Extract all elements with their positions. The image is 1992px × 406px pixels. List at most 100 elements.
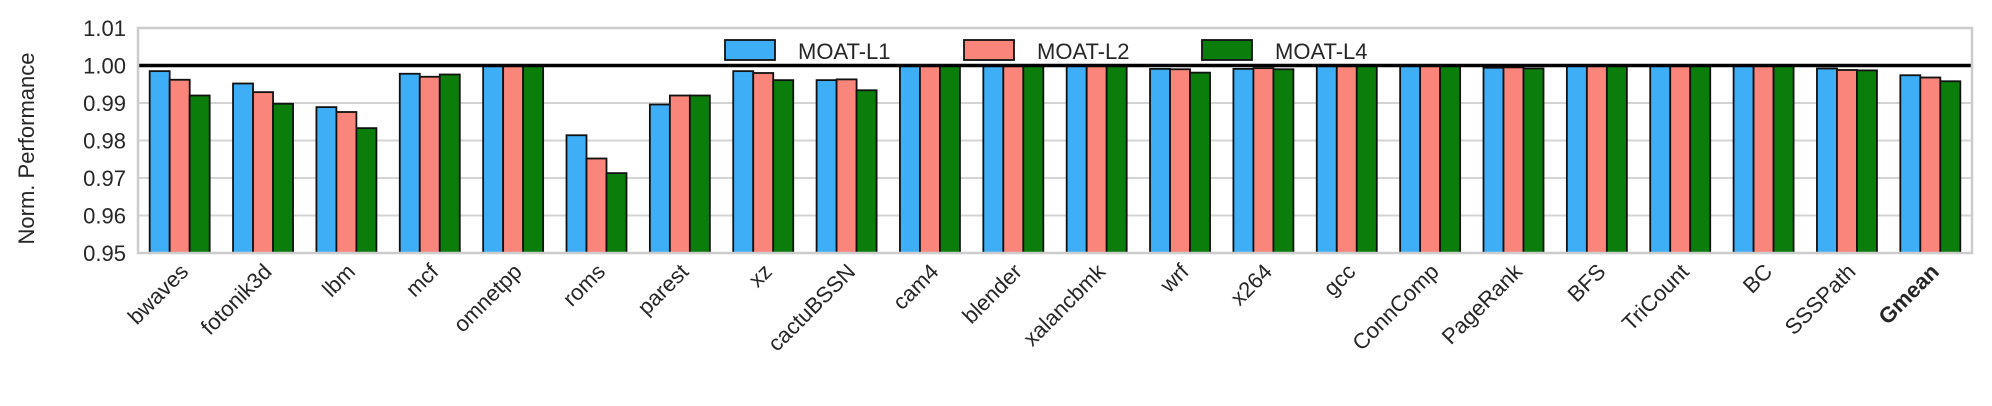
bar-moat-l1-bfs (1565, 64, 1588, 254)
plot-frame (136, 26, 1974, 255)
legend-swatch (1201, 39, 1253, 61)
bar-moat-l1-blender (982, 64, 1005, 254)
y-tick-label: 0.96 (83, 204, 126, 229)
bar-moat-l4-wrf (1189, 71, 1211, 254)
legend-swatch (963, 39, 1015, 61)
bar-moat-l1-ssspath (1816, 67, 1838, 254)
bar-moat-l1-omnetpp (482, 64, 505, 254)
y-tick-labels: 0.95 0.96 0.97 0.98 0.99 1.00 1.01 (83, 16, 126, 266)
x-tick-label: bwaves (123, 259, 193, 329)
y-tick-label: 0.95 (83, 241, 126, 266)
bar-moat-l2-bc (1752, 64, 1775, 254)
bar-moat-l2-xz (752, 72, 775, 254)
bar-moat-l2-parest (668, 94, 691, 254)
x-tick-label: cactuBSSN (763, 259, 860, 356)
bar-moat-l1-x264 (1232, 67, 1255, 254)
bar-moat-l2-gmean (1919, 76, 1942, 254)
x-tick-label: blender (957, 259, 1027, 329)
bar-moat-l4-xz (772, 79, 795, 254)
bar-moat-l4-pagerank (1522, 67, 1545, 254)
bar-moat-l4-parest (688, 94, 711, 254)
bar-moat-l1-conncomp (1399, 64, 1422, 254)
bar-moat-l1-bc (1732, 64, 1755, 254)
bar-moat-l2-fotonik3d (252, 91, 274, 254)
bar-moat-l1-gmean (1899, 74, 1922, 254)
legend: MOAT-L1 MOAT-L2 MOAT-L4 (724, 39, 1368, 64)
bar-moat-l4-gcc (1355, 64, 1378, 254)
legend-label: MOAT-L4 (1275, 39, 1368, 64)
bar-moat-l2-blender (1002, 64, 1025, 254)
bar-moat-l4-x264 (1272, 68, 1295, 254)
bar-moat-l2-mcf (418, 75, 441, 254)
x-tick-label: Gmean (1873, 259, 1943, 329)
bar-moat-l4-conncomp (1439, 64, 1462, 254)
bar-moat-l1-cactubssn (815, 79, 838, 254)
bar-moat-l2-lbm (335, 111, 358, 254)
x-tick-label: PageRank (1437, 258, 1528, 349)
bar-moat-l2-ssspath (1836, 69, 1858, 254)
bar-moat-l1-xalancbmk (1065, 64, 1088, 254)
x-tick-label: SSSPath (1780, 259, 1861, 340)
x-tick-label: parest (632, 259, 693, 320)
bar-moat-l2-pagerank (1502, 66, 1525, 254)
legend-label: MOAT-L2 (1037, 39, 1130, 64)
x-tick-label: cam4 (888, 259, 944, 315)
legend-swatch (724, 39, 776, 61)
bar-moat-l2-xalancbmk (1085, 64, 1108, 254)
bar-moat-l1-xz (732, 70, 755, 254)
bar-moat-l4-mcf (438, 73, 461, 254)
x-tick-label: lbm (317, 259, 360, 302)
x-tick-label: gcc (1318, 259, 1360, 301)
y-tick-label: 1.01 (83, 16, 126, 41)
bar-moat-l1-cam4 (899, 64, 921, 254)
bar-moat-l2-bwaves (168, 78, 191, 254)
bar-moat-l2-wrf (1169, 68, 1191, 254)
bar-moat-l2-cam4 (919, 64, 941, 254)
legend-label: MOAT-L1 (798, 39, 891, 64)
bar-moat-l4-cam4 (939, 64, 961, 254)
bar-moat-l4-cactubssn (855, 89, 878, 254)
bar-moat-l4-tricount (1689, 64, 1712, 254)
bar-moat-l2-tricount (1669, 64, 1692, 254)
bar-moat-l1-wrf (1149, 67, 1171, 254)
bar-moat-l2-gcc (1335, 64, 1358, 254)
bar-moat-l4-bc (1772, 64, 1795, 254)
x-tick-label: BFS (1562, 259, 1610, 307)
x-tick-label: TriCount (1617, 259, 1694, 336)
y-tick-label: 0.97 (83, 166, 126, 191)
bar-moat-l1-pagerank (1482, 66, 1505, 254)
y-axis-title: Norm. Performance (14, 53, 39, 245)
bar-moat-l2-x264 (1252, 67, 1275, 254)
bar-series (148, 64, 1962, 254)
bar-moat-l1-parest (648, 103, 671, 254)
y-tick-label: 0.99 (83, 91, 126, 116)
bar-moat-l4-roms (605, 172, 628, 254)
bar-moat-l4-bfs (1605, 64, 1628, 254)
bar-moat-l2-conncomp (1419, 64, 1442, 254)
bar-moat-l2-cactubssn (835, 78, 858, 254)
bar-moat-l1-bwaves (148, 70, 171, 254)
bar-moat-l1-mcf (398, 72, 421, 254)
bar-moat-l4-gmean (1939, 80, 1962, 254)
y-tick-label: 0.98 (83, 129, 126, 154)
bar-moat-l4-ssspath (1856, 69, 1878, 254)
bar-moat-l1-roms (565, 134, 588, 254)
x-tick-label: omnetpp (448, 259, 526, 337)
bar-moat-l4-omnetpp (522, 64, 545, 254)
bar-moat-l4-bwaves (188, 94, 211, 254)
bar-moat-l1-tricount (1649, 64, 1672, 254)
x-tick-label: roms (558, 259, 610, 311)
bar-moat-l1-gcc (1315, 64, 1338, 254)
y-tick-label: 1.00 (83, 54, 126, 79)
bar-moat-l4-lbm (355, 127, 378, 254)
x-tick-label: ConnComp (1347, 259, 1443, 355)
bar-moat-l1-lbm (315, 106, 338, 254)
bar-moat-l4-fotonik3d (272, 102, 294, 254)
x-tick-label: xz (744, 259, 777, 292)
x-tick-labels: bwaves fotonik3d lbm mcf omnetpp roms parest xz… (123, 258, 1944, 356)
x-tick-label: xalancbmk (1018, 258, 1111, 351)
bar-moat-l2-roms (585, 157, 608, 254)
x-tick-label: BC (1738, 259, 1777, 298)
x-tick-label: fotonik3d (196, 259, 277, 340)
